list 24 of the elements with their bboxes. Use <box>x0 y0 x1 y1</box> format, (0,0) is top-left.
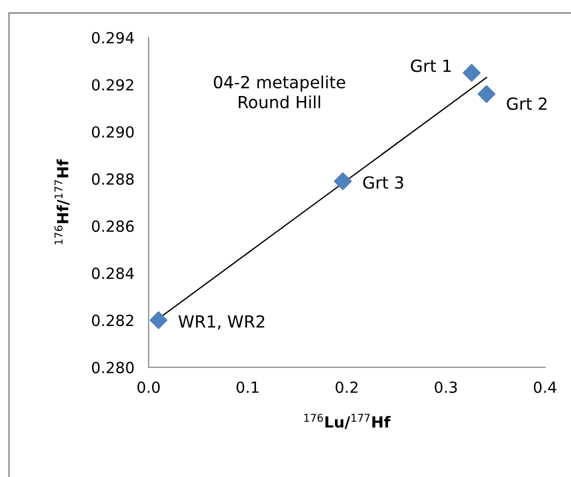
y-tick-label: 0.294 <box>92 32 134 44</box>
point <box>150 311 168 330</box>
point <box>462 64 481 82</box>
y-tick-label: 0.292 <box>92 79 134 91</box>
x-tick-label: 0.4 <box>534 381 556 394</box>
annotation: Grt 1 <box>410 60 451 72</box>
x-tick-label: 0.2 <box>336 381 358 394</box>
y-axis-title: $^{176}$Hf/$^{177}$Hf <box>54 159 70 244</box>
point <box>334 172 352 190</box>
y-tick-label: 0.280 <box>92 362 134 374</box>
y-tick-label: 0.286 <box>92 220 134 232</box>
y-tick-label: 0.284 <box>92 268 134 280</box>
x-axis-title: $^{176}$Lu/$^{177}$Hf <box>304 414 391 429</box>
annotation: 04-2 metapelite Round Hill <box>214 76 346 108</box>
y-tick-label: 0.288 <box>92 173 134 185</box>
x-tick-label: 0.3 <box>434 381 457 394</box>
y-tick-label: 0.290 <box>92 126 134 138</box>
annotation: Grt 3 <box>363 176 404 189</box>
x-tick-label: 0.0 <box>137 381 160 394</box>
annotation: WR1, WR2 <box>178 315 264 330</box>
x-tick-label: 0.1 <box>236 381 258 394</box>
annotation: Grt 2 <box>506 97 547 110</box>
point <box>478 85 496 103</box>
y-tick-label: 0.282 <box>92 314 134 326</box>
